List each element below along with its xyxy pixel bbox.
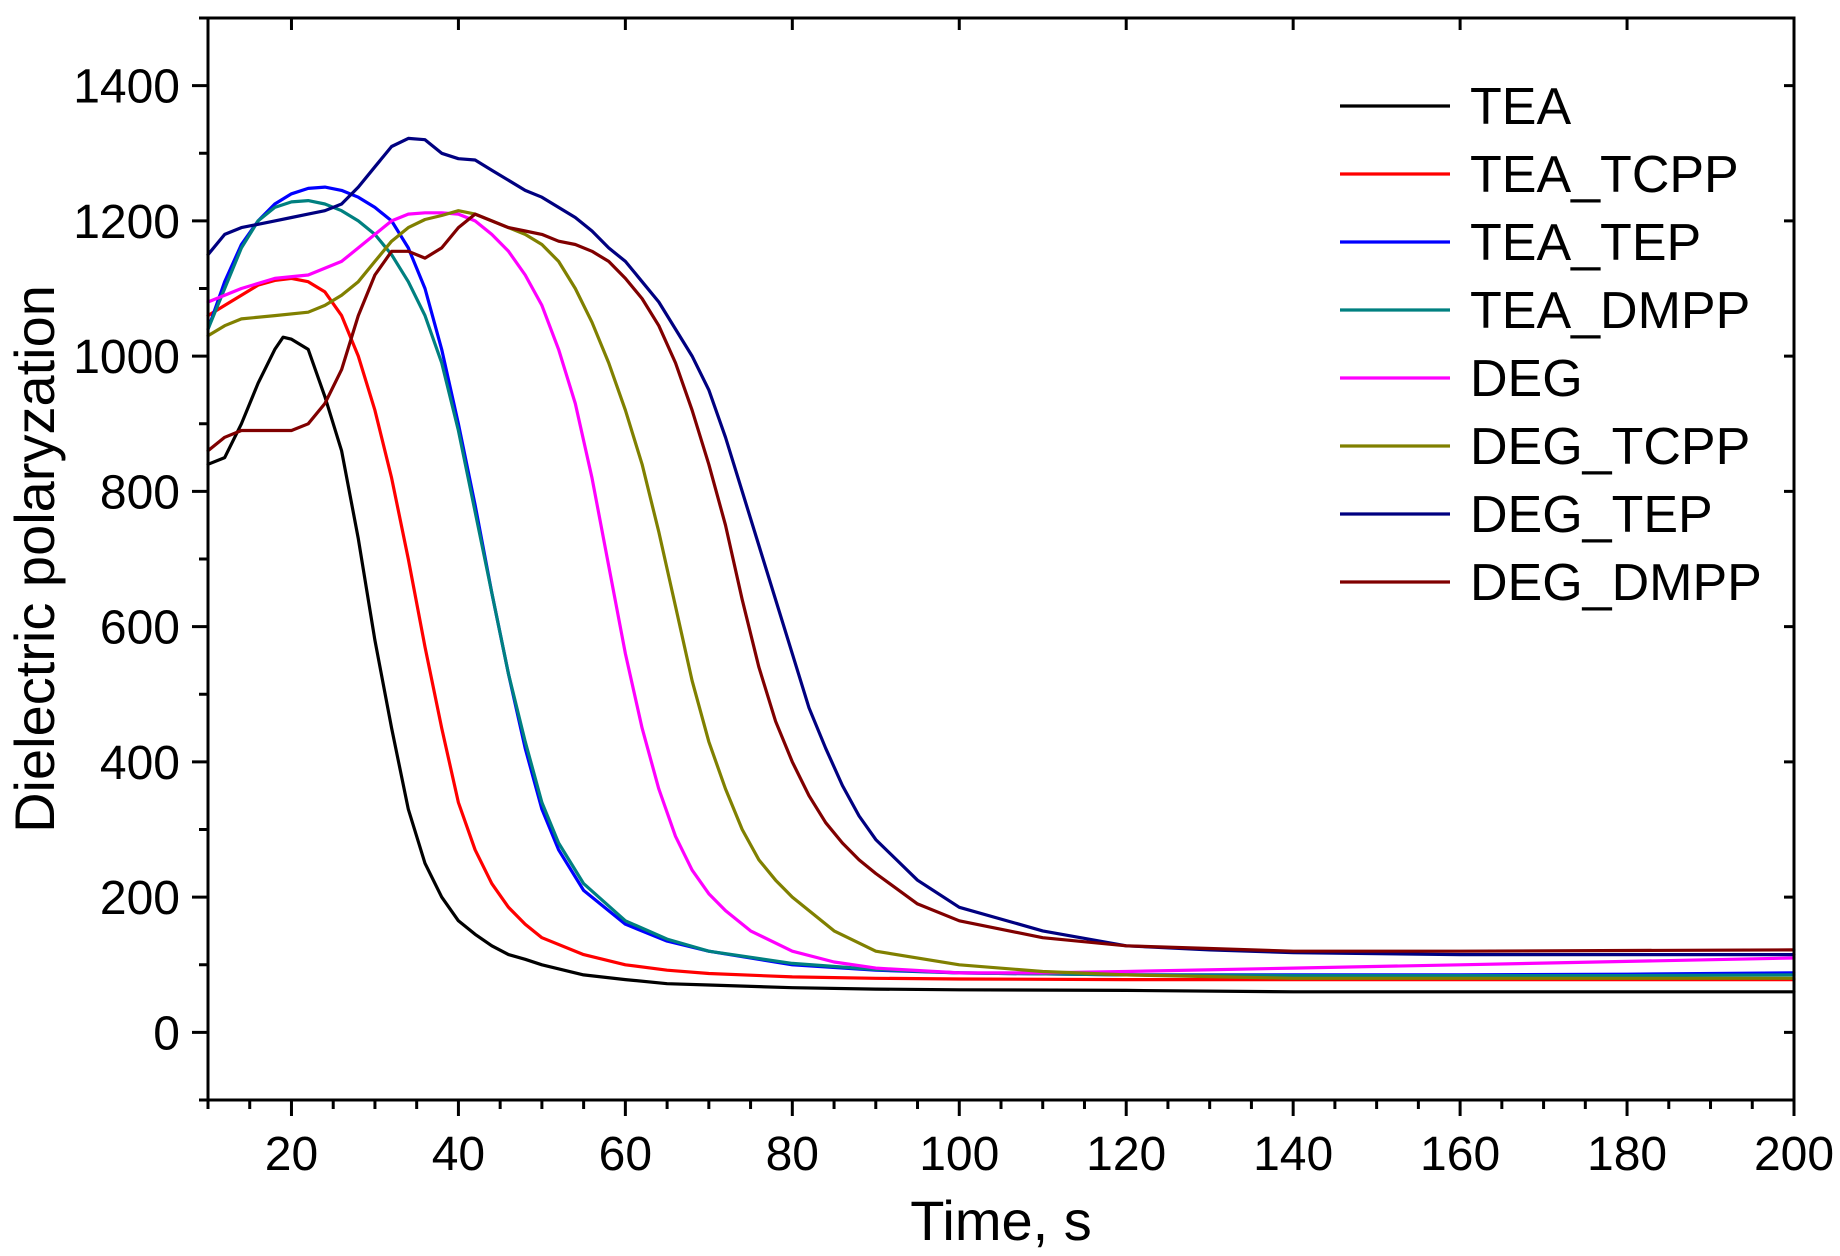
y-tick-label: 1200 xyxy=(73,196,180,249)
y-tick-label: 1000 xyxy=(73,331,180,384)
y-tick-label: 600 xyxy=(100,602,180,655)
y-axis-title: Dielectric polaryzation xyxy=(3,285,66,833)
y-tick-label: 400 xyxy=(100,737,180,790)
x-tick-label: 180 xyxy=(1587,1128,1667,1181)
x-tick-label: 40 xyxy=(432,1128,485,1181)
series-line-deg xyxy=(206,211,1796,975)
series-line-deg-tep xyxy=(206,136,1796,957)
legend-label: DEG_TCPP xyxy=(1470,418,1750,476)
series-layer xyxy=(206,136,1796,994)
legend-label: TEA_DMPP xyxy=(1470,282,1750,340)
x-tick-label: 160 xyxy=(1420,1128,1500,1181)
x-tick-label: 120 xyxy=(1086,1128,1166,1181)
y-tick-label: 200 xyxy=(100,872,180,925)
x-tick-label: 200 xyxy=(1754,1128,1834,1181)
ticks-layer: 20 40 60 80 100 120 140 160 180 200 0 200 400 600 800 1… xyxy=(73,16,1834,1181)
legend-label: DEG xyxy=(1470,350,1583,408)
series-line-deg-tcpp xyxy=(206,209,1796,980)
legend-label: DEG_DMPP xyxy=(1470,554,1762,612)
legend: TEA TEA_TCPP TEA_TEP TEA_DMPP DEG DEG_TCPP DEG… xyxy=(1340,78,1762,612)
x-tick-label: 20 xyxy=(265,1128,318,1181)
series-line-tea-tcpp xyxy=(206,276,1796,982)
legend-label: TEA_TCPP xyxy=(1470,146,1739,204)
legend-label: DEG_TEP xyxy=(1470,486,1713,544)
x-tick-label: 100 xyxy=(919,1128,999,1181)
legend-label: TEA xyxy=(1470,78,1571,136)
y-tick-label: 800 xyxy=(100,466,180,519)
legend-label: TEA_TEP xyxy=(1470,214,1701,272)
x-axis-title: Time, s xyxy=(910,1189,1091,1252)
series-line-tea xyxy=(206,335,1796,994)
x-tick-label: 80 xyxy=(766,1128,819,1181)
y-tick-label: 0 xyxy=(153,1007,180,1060)
x-tick-label: 60 xyxy=(599,1128,652,1181)
x-tick-label: 140 xyxy=(1253,1128,1333,1181)
series-line-deg-dmpp xyxy=(206,212,1796,953)
y-tick-label: 1400 xyxy=(73,61,180,114)
